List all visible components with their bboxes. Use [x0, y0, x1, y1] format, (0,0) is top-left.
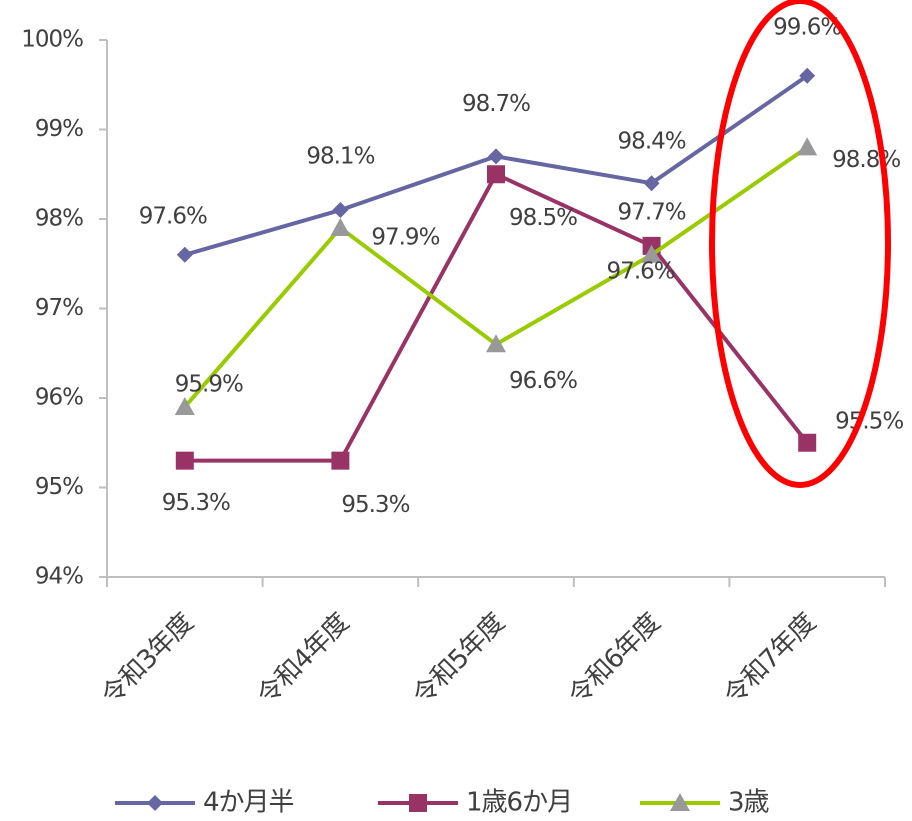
marker: [797, 137, 818, 156]
data-label: 95.5%: [835, 408, 903, 434]
y-tick-label: 98%: [35, 206, 83, 232]
data-label: 96.6%: [509, 368, 577, 394]
data-label: 97.6%: [607, 258, 675, 284]
legend-label: 4か月半: [203, 788, 294, 818]
highlight-ellipse: [709, 0, 891, 488]
marker: [175, 451, 194, 470]
marker: [488, 148, 504, 165]
data-label: 98.5%: [509, 205, 577, 231]
marker: [486, 334, 506, 353]
data-label: 95.3%: [162, 490, 230, 516]
x-tick-label: 令和5年度: [407, 608, 510, 711]
legend-label: 3歳: [728, 788, 770, 818]
y-tick-label: 95%: [35, 474, 83, 500]
marker: [643, 175, 660, 192]
marker: [799, 67, 816, 84]
marker: [176, 246, 193, 263]
data-label: 98.1%: [306, 144, 374, 170]
marker: [641, 244, 662, 263]
data-label: 97.6%: [139, 203, 207, 229]
data-label: 98.8%: [832, 147, 900, 173]
data-label: 95.3%: [341, 492, 409, 518]
data-label: 98.4%: [618, 129, 686, 155]
marker: [798, 433, 817, 452]
data-label: 95.9%: [175, 371, 243, 397]
x-tick-label: 令和6年度: [563, 608, 666, 711]
y-tick-label: 97%: [35, 295, 83, 321]
y-tick-label: 100%: [21, 27, 83, 53]
marker: [331, 451, 350, 470]
marker: [332, 202, 349, 219]
marker: [330, 217, 351, 236]
x-tick-label: 令和3年度: [96, 608, 199, 711]
data-label: 97.9%: [371, 224, 439, 250]
marker: [670, 793, 690, 811]
data-label: 98.7%: [462, 91, 530, 117]
x-tick-label: 令和7年度: [719, 608, 822, 711]
y-tick-label: 99%: [35, 116, 83, 142]
y-tick-label: 94%: [35, 564, 83, 590]
data-label: 97.7%: [618, 199, 686, 225]
marker: [487, 165, 505, 184]
y-tick-label: 96%: [35, 385, 83, 411]
x-tick-label: 令和4年度: [252, 608, 355, 711]
marker: [409, 794, 427, 812]
legend-label: 1歳6か月: [466, 788, 572, 818]
marker: [174, 396, 195, 415]
marker: [147, 795, 163, 811]
